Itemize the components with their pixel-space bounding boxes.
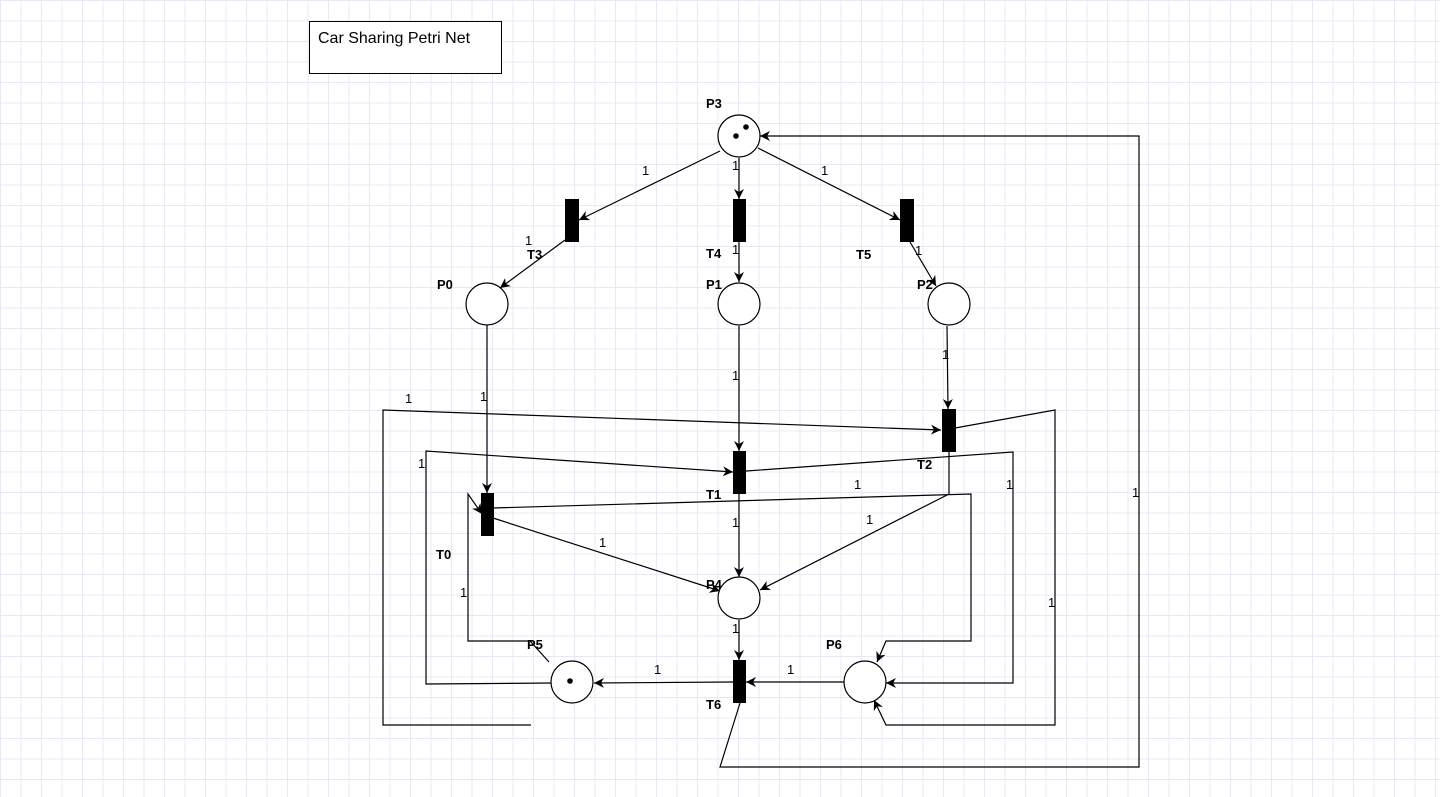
label-p6: P6 [826,637,842,652]
arc-p5-t2[interactable] [382,409,942,726]
weight-p0-t0: 1 [480,389,487,404]
weight-p5-t2: 1 [405,391,412,406]
transition-t1[interactable] [733,451,746,494]
places [465,114,971,704]
label-t6: T6 [706,697,721,712]
weight-t1-p6: 1 [1006,477,1013,492]
arc-p3-t3[interactable] [578,150,721,221]
token-p5 [567,678,573,684]
token-p3-b [743,124,749,130]
node-labels: P3 P0 P1 P2 P4 P5 P6 T0 T1 T2 T3 T4 T5 T… [436,96,933,712]
place-p4[interactable] [717,576,761,620]
place-p3[interactable] [717,114,761,158]
arcs [382,131,1140,768]
weight-t0-p4: 1 [599,535,606,550]
label-p2: P2 [917,277,933,292]
weight-p1-t1: 1 [732,368,739,383]
arc-t6-p5[interactable] [593,677,734,688]
arc-t3-p0[interactable] [499,239,566,289]
place-p0[interactable] [465,282,509,326]
label-t0: T0 [436,547,451,562]
label-p0: P0 [437,277,453,292]
arc-p2-t2[interactable] [942,325,953,410]
label-t1: T1 [706,487,721,502]
arc-t1-p6[interactable] [745,451,1014,688]
weight-t5-p2: 1 [915,243,922,258]
arc-p5-t0[interactable] [467,492,550,663]
label-t4: T4 [706,246,722,261]
weight-p4-t6: 1 [732,621,739,636]
label-p1: P1 [706,277,722,292]
diagram-title: Car Sharing Petri Net [309,21,502,74]
weight-p2-t2: 1 [942,347,949,362]
place-p1[interactable] [717,282,761,326]
weight-t2-p4: 1 [866,512,873,527]
arc-t0-p6[interactable] [492,493,972,663]
weight-t6-p5: 1 [654,662,661,677]
weight-t2-p6: 1 [1048,595,1055,610]
weight-p3-t3: 1 [642,163,649,178]
weight-p5-t1: 1 [418,456,425,471]
arc-t2-p4[interactable] [759,452,950,591]
label-p4: P4 [706,577,723,592]
weight-t0-p6: 1 [854,477,861,492]
arc-t6-p3[interactable] [719,131,1140,768]
label-t5: T5 [856,247,871,262]
token-p3-a [733,133,739,139]
weight-p3-t5: 1 [821,163,828,178]
label-p5: P5 [527,637,543,652]
label-t2: T2 [917,457,932,472]
arc-t0-p4[interactable] [492,517,721,593]
weight-p5-t0: 1 [460,585,467,600]
weight-p6-t6: 1 [787,662,794,677]
tokens [567,124,749,684]
arc-t2-p6[interactable] [873,409,1056,726]
weight-p3-t4: 1 [732,158,739,173]
label-t3: T3 [527,247,542,262]
transitions [481,199,956,703]
weight-t6-p3: 1 [1132,485,1139,500]
weight-t4-p1: 1 [732,242,739,257]
arc-p3-t5[interactable] [757,147,901,221]
transition-t6[interactable] [733,660,746,703]
transition-t2[interactable] [942,409,956,452]
label-p3: P3 [706,96,722,111]
transition-t4[interactable] [733,199,746,242]
arc-t5-p2[interactable] [909,241,937,287]
weight-t3-p0: 1 [525,233,532,248]
transition-t3[interactable] [565,199,579,242]
place-p6[interactable] [843,660,887,704]
transition-t0[interactable] [481,493,494,536]
weight-t1-p4: 1 [732,515,739,530]
place-p2[interactable] [927,282,971,326]
arc-weights: 1 1 1 1 1 1 1 1 1 1 1 1 1 1 1 1 1 1 1 1 … [405,158,1139,677]
arc-p5-t1[interactable] [425,450,734,685]
transition-t5[interactable] [900,199,914,242]
